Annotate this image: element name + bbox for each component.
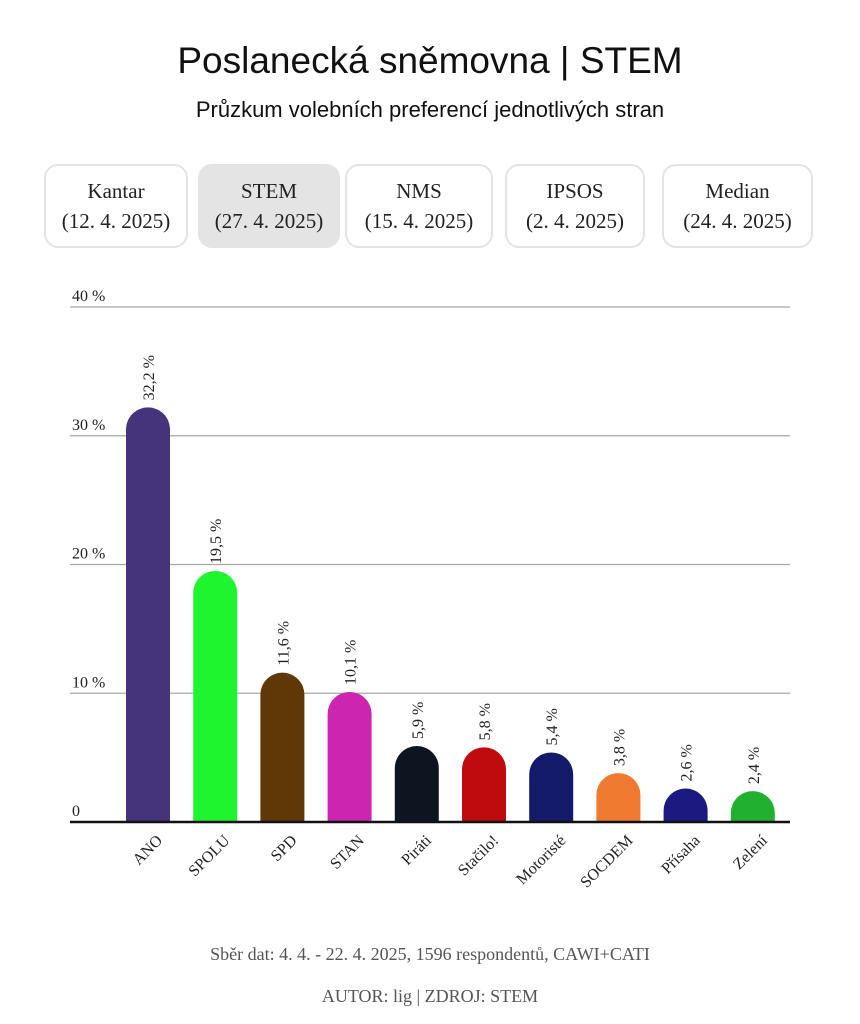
x-tick-label: Přísaha <box>658 832 703 877</box>
chart-subtitle: Průzkum volebních preferencí jednotlivýc… <box>195 97 665 122</box>
data-label: 5,9 % <box>410 702 427 739</box>
data-label: 10,1 % <box>343 640 360 685</box>
bar-socdem <box>596 773 641 822</box>
bar-spolu <box>193 570 238 822</box>
tab-date: (12. 4. 2025) <box>61 209 171 233</box>
x-tick-label: ANO <box>130 832 167 869</box>
tab-date: (2. 4. 2025) <box>526 209 624 233</box>
data-label: 5,4 % <box>544 708 561 745</box>
tab-date: (15. 4. 2025) <box>364 209 474 233</box>
bar-chart: 0 10 % 20 % 30 % 40 % 32,2 % ANO 19,5 % SPOLU 11,… <box>70 288 790 891</box>
bar-stan <box>327 691 372 822</box>
x-tick-label: Motoristé <box>513 832 569 888</box>
y-tick-label: 20 % <box>72 546 105 563</box>
tab-nms[interactable]: NMS (15. 4. 2025) <box>345 164 493 248</box>
tab-label: Kantar <box>87 179 145 203</box>
y-tick-label: 0 <box>72 803 80 820</box>
y-tick-label: 40 % <box>72 288 105 305</box>
data-label: 3,8 % <box>611 729 628 766</box>
bar-zelení <box>730 791 775 822</box>
x-tick-label: Piráti <box>398 832 435 869</box>
x-tick-label: Zelení <box>730 832 771 873</box>
bar-přísaha <box>663 788 708 822</box>
tab-date: (27. 4. 2025) <box>214 209 324 233</box>
bar-ano <box>126 407 170 822</box>
tab-median[interactable]: Median (24. 4. 2025) <box>662 164 813 248</box>
tab-label: IPSOS <box>546 179 604 203</box>
tab-label: Median <box>705 179 770 203</box>
chart-title: Poslanecká sněmovna | STEM <box>177 40 683 81</box>
tab-ipsos[interactable]: IPSOS (2. 4. 2025) <box>505 164 645 248</box>
tab-kantar[interactable]: Kantar (12. 4. 2025) <box>44 164 188 248</box>
data-label: 2,6 % <box>679 744 696 781</box>
data-label: 32,2 % <box>141 355 158 400</box>
author-source-credit: AUTOR: lig | ZDROJ: STEM <box>321 986 539 1006</box>
x-tick-label: STAN <box>327 832 368 873</box>
bar-spd <box>260 672 305 822</box>
x-tick-label: SPOLU <box>186 832 234 880</box>
bar-motoristé <box>529 752 574 822</box>
data-collection-note: Sběr dat: 4. 4. - 22. 4. 2025, 1596 resp… <box>210 944 650 964</box>
data-label: 5,8 % <box>477 703 494 740</box>
data-label: 11,6 % <box>275 621 292 666</box>
x-tick-label: Stačilo! <box>455 832 502 879</box>
data-label: 2,4 % <box>746 747 763 784</box>
bar-piráti <box>394 746 439 822</box>
x-tick-label: SOCDEM <box>577 832 636 891</box>
tab-stem[interactable]: STEM (27. 4. 2025) <box>198 164 340 248</box>
tab-label: NMS <box>396 179 442 203</box>
x-tick-label: SPD <box>268 832 301 865</box>
bar-stačilo! <box>462 747 506 822</box>
y-tick-label: 10 % <box>72 674 105 691</box>
tab-date: (24. 4. 2025) <box>683 209 792 233</box>
data-label: 19,5 % <box>208 519 225 564</box>
tab-label: STEM <box>240 179 297 203</box>
y-tick-label: 30 % <box>72 417 105 434</box>
